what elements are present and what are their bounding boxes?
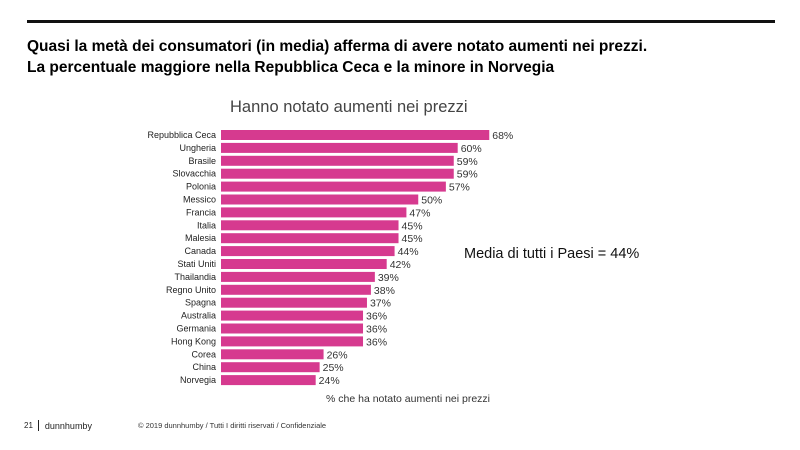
- bar: [221, 349, 324, 360]
- category-label: Hong Kong: [171, 336, 216, 346]
- footer-divider: [37, 420, 39, 431]
- category-label: Australia: [181, 311, 216, 321]
- category-label: Brasile: [188, 156, 216, 166]
- bar: [221, 284, 371, 295]
- data-label: 60%: [461, 143, 482, 155]
- category-label: China: [192, 362, 216, 372]
- bar: [221, 194, 419, 205]
- data-label: 45%: [402, 220, 423, 232]
- data-label: 37%: [370, 298, 391, 310]
- data-label: 59%: [457, 156, 478, 168]
- brand-logo: dunnhumby: [44, 420, 92, 431]
- bar: [221, 310, 364, 321]
- data-label: 25%: [323, 362, 344, 374]
- category-label: Stati Uniti: [177, 259, 216, 269]
- bar: [221, 220, 399, 231]
- data-label: 45%: [402, 233, 423, 245]
- bar: [221, 271, 375, 282]
- headline-line-1: Quasi la metà dei consumatori (in media)…: [27, 38, 648, 55]
- bar: [221, 362, 320, 373]
- data-label: 68%: [492, 130, 513, 142]
- data-label: 44%: [398, 246, 419, 258]
- copyright-text: © 2019 dunnhumby / Tutti I diritti riser…: [137, 421, 327, 430]
- slide-headline: Quasi la metà dei consumatori (in media)…: [27, 36, 787, 78]
- bar: [221, 233, 399, 244]
- data-label: 57%: [449, 182, 470, 194]
- category-label: Corea: [191, 349, 216, 359]
- bar: [221, 168, 454, 179]
- top-rule: [27, 20, 775, 23]
- bar: [221, 207, 407, 218]
- bar: [221, 259, 387, 269]
- data-label: 47%: [409, 207, 430, 219]
- category-label: Germania: [176, 324, 216, 334]
- category-label: Norvegia: [180, 375, 216, 385]
- category-label: Italia: [197, 220, 216, 230]
- bar: [221, 130, 490, 140]
- data-label: 24%: [319, 375, 340, 387]
- bars-group: Repubblica Ceca 68% Ungheria 60% Brasile 59% S…: [147, 130, 513, 387]
- bar: [221, 142, 458, 153]
- data-label: 59%: [457, 169, 478, 181]
- page-number: 21: [24, 421, 33, 430]
- category-label: Repubblica Ceca: [147, 130, 216, 140]
- headline-line-2: La percentuale maggiore nella Repubblica…: [27, 59, 555, 76]
- category-label: Slovacchia: [172, 169, 216, 179]
- bar: [221, 323, 364, 334]
- bar: [221, 375, 316, 386]
- data-label: 36%: [366, 324, 387, 336]
- data-label: 26%: [327, 349, 348, 361]
- category-label: Thailandia: [174, 272, 216, 282]
- bar: [221, 336, 364, 347]
- average-annotation: Media di tutti i Paesi = 44%: [464, 246, 640, 262]
- category-label: Malesia: [185, 233, 216, 243]
- data-label: 42%: [390, 259, 411, 271]
- chart-title: Hanno notato aumenti nei prezzi: [230, 98, 468, 116]
- data-label: 50%: [421, 195, 442, 207]
- bar: [221, 155, 454, 166]
- category-label: Spagna: [185, 298, 216, 308]
- bar: [221, 246, 395, 257]
- category-label: Francia: [186, 207, 216, 217]
- data-label: 36%: [366, 336, 387, 348]
- category-label: Canada: [184, 246, 216, 256]
- data-label: 36%: [366, 311, 387, 323]
- x-axis-label: % che ha notato aumenti nei prezzi: [326, 393, 491, 405]
- category-label: Regno Unito: [166, 285, 216, 295]
- footer: 21 dunnhumby © 2019 dunnhumby / Tutti I …: [24, 420, 326, 431]
- category-label: Ungheria: [179, 143, 216, 153]
- bar: [221, 297, 367, 308]
- data-label: 39%: [378, 272, 399, 284]
- category-label: Polonia: [186, 182, 216, 192]
- data-label: 38%: [374, 285, 395, 297]
- category-label: Messico: [183, 195, 216, 205]
- bar: [221, 181, 446, 192]
